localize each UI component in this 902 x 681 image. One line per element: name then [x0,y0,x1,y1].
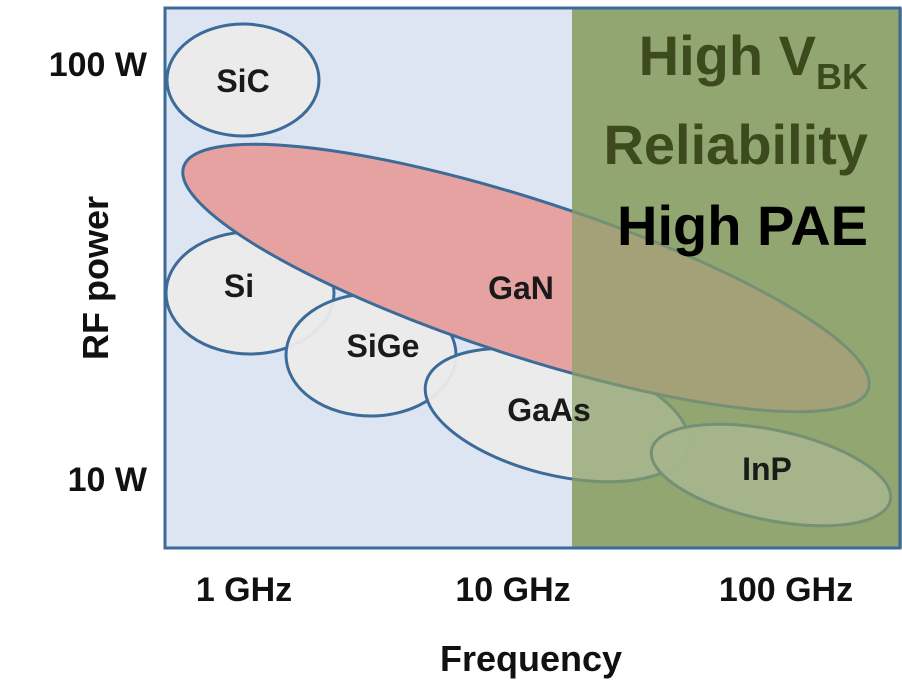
y-tick-100w: 100 W [49,46,148,84]
reliability-text: Reliability [603,113,868,176]
high-vbk-main: High V [639,24,816,87]
sic-label: SiC [216,63,269,99]
y-axis-title: RF power [75,196,116,360]
inp-label: InP [742,451,792,487]
high-pae-text: High PAE [617,194,868,257]
si-label: Si [224,268,254,304]
high-frequency-overlay [572,8,902,548]
high-vbk-text: High VBK [639,24,868,97]
high-vbk-subscript: BK [816,56,868,97]
sige-label: SiGe [347,328,420,364]
x-tick-1ghz: 1 GHz [196,571,292,609]
y-tick-10w: 10 W [68,461,148,499]
gan-label: GaN [488,270,554,306]
sic-ellipse [165,22,321,138]
x-tick-10ghz: 10 GHz [455,571,570,609]
x-tick-100ghz: 100 GHz [719,571,853,609]
x-axis-title: Frequency [440,638,622,679]
plot-frame [163,6,902,550]
gaas-label: GaAs [507,392,591,428]
